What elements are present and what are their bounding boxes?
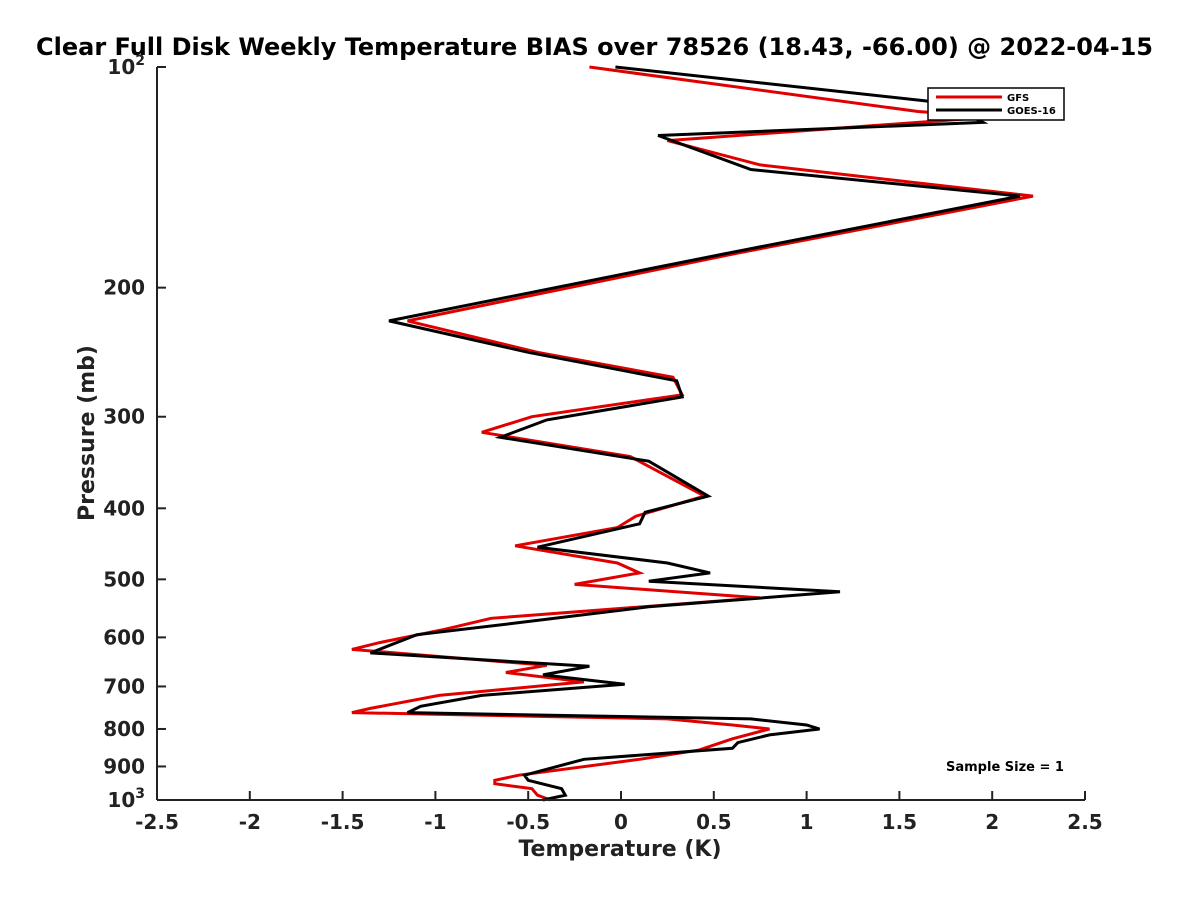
legend-label: GOES-16: [1007, 106, 1056, 117]
y-tick-label: 900: [103, 754, 145, 778]
series-line-goes-16: [369, 65, 1021, 802]
ticks-layer: -2.5 -2 -1.5 -1 -0.5 0 0.5 1 1.5 2 2.5 102 200 300 400…: [103, 53, 1102, 834]
series-line-gfs: [351, 65, 1034, 802]
y-tick-label: 300: [103, 405, 145, 429]
y-tick-label: 800: [103, 717, 145, 741]
legend-box: [927, 87, 1065, 121]
x-tick-label: 0.5: [696, 810, 731, 834]
y-axis-label: Pressure (mb): [75, 345, 100, 521]
x-tick-label: -1.5: [321, 810, 365, 834]
axes-layer: [156, 67, 1085, 801]
x-tick-label: 2.5: [1067, 810, 1102, 834]
x-tick-label: -2.5: [135, 810, 179, 834]
legend-label: GFS: [1007, 93, 1029, 104]
y-tick-label: 200: [103, 276, 145, 300]
x-tick-label: 1.5: [882, 810, 917, 834]
y-tick-label: 103: [107, 786, 145, 812]
y-tick-label: 500: [103, 567, 145, 591]
legend: GFS GOES-16: [927, 87, 1065, 121]
y-tick-label: 400: [103, 496, 145, 520]
y-tick-label: 102: [107, 53, 145, 79]
y-tick-label: 600: [103, 625, 145, 649]
x-tick-label: -2: [239, 810, 261, 834]
x-tick-label: -1: [424, 810, 446, 834]
x-tick-label: 2: [985, 810, 999, 834]
x-axis-label: Temperature (K): [518, 837, 721, 862]
x-tick-label: 1: [800, 810, 814, 834]
x-tick-label: -0.5: [506, 810, 550, 834]
series-layer: [351, 65, 1034, 802]
x-tick-label: 0: [614, 810, 628, 834]
y-tick-label: 700: [103, 674, 145, 698]
chart-title: Clear Full Disk Weekly Temperature BIAS …: [36, 33, 1153, 61]
sample-size-annotation: Sample Size = 1: [946, 760, 1064, 775]
